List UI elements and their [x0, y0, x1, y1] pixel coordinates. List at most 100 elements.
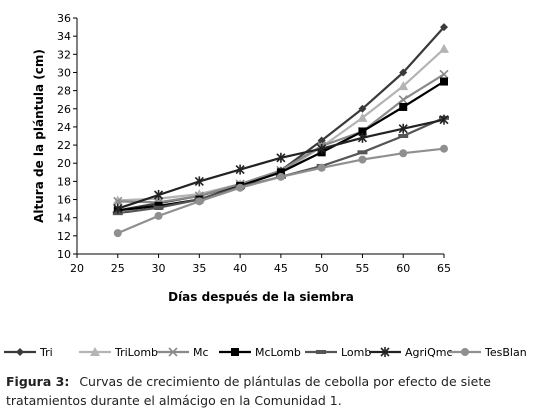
y-tick-label: 20	[57, 157, 71, 170]
legend-marker	[380, 347, 390, 357]
y-tick-label: 28	[57, 85, 71, 98]
data-point	[440, 77, 448, 86]
series-line	[117, 116, 445, 215]
x-tick-label: 20	[70, 262, 84, 275]
legend-label: TesBlan	[484, 346, 527, 359]
data-point	[113, 203, 123, 214]
data-point	[113, 229, 122, 238]
data-point	[398, 123, 408, 134]
caption-text: Curvas de crecimiento de plántulas de ce…	[6, 374, 491, 408]
legend-label: Lomb	[341, 346, 371, 359]
y-tick-label: 12	[57, 230, 71, 243]
legend-item: TesBlan	[449, 346, 527, 359]
y-tick-label: 18	[57, 175, 71, 188]
figure-caption: Figura 3: Curvas de crecimiento de plántu…	[6, 372, 551, 410]
data-point	[154, 211, 163, 220]
y-axis-title: Altura de la plántula (cm)	[32, 49, 46, 223]
data-point	[358, 104, 367, 113]
data-point	[358, 155, 367, 164]
data-point	[276, 168, 285, 177]
y-tick-label: 32	[57, 48, 71, 61]
data-point	[398, 81, 409, 91]
series-agriqmc	[113, 114, 449, 214]
data-point	[317, 143, 327, 154]
legend-marker	[231, 348, 239, 356]
x-tick-label: 30	[152, 262, 166, 275]
x-axis-title: Días después de la siembra	[168, 290, 354, 304]
y-tick-label: 16	[57, 194, 71, 207]
y-tick-label: 34	[57, 30, 71, 43]
legend-label: TriLomb	[114, 346, 158, 359]
data-point	[398, 95, 408, 105]
data-point	[153, 190, 164, 200]
data-point	[276, 172, 285, 181]
marker-stroke	[398, 95, 408, 105]
legend-marker	[168, 347, 178, 357]
legend-marker	[16, 348, 24, 356]
legend-marker	[461, 348, 469, 356]
series-tesblan	[113, 144, 448, 238]
data-point	[399, 102, 408, 111]
legend-item: TriLomb	[79, 346, 158, 359]
data-point	[357, 112, 368, 122]
x-tick-label: 45	[274, 262, 288, 275]
data-point	[235, 164, 245, 175]
legend-marker	[316, 350, 326, 354]
y-tick-label: 24	[57, 121, 71, 134]
data-point	[317, 163, 326, 172]
y-tick-label: 30	[57, 66, 71, 79]
caption-label: Figura 3:	[6, 374, 70, 389]
legend-item: Mc	[157, 346, 209, 359]
data-point	[357, 150, 368, 155]
legend-label: Mc	[193, 346, 209, 359]
data-point	[399, 68, 408, 77]
legend-item: McLomb	[219, 346, 301, 359]
marker-stroke	[113, 196, 123, 206]
y-tick-label: 14	[57, 212, 71, 225]
legend: Tri TriLomb Mc McLomb Lomb AgriQmc TesBlan	[4, 346, 527, 359]
x-tick-label: 25	[111, 262, 125, 275]
x-tick-label: 50	[315, 262, 329, 275]
legend-item: Tri	[4, 346, 53, 359]
data-point	[399, 149, 408, 158]
legend-marker	[90, 347, 100, 356]
chart: 10 12 14 16 18 20 22 24 26 28 30 32 34 36 20 25 30 35 40 45…	[4, 12, 527, 359]
data-point	[439, 114, 449, 125]
data-point	[440, 23, 448, 32]
data-point	[236, 183, 245, 192]
marker-stroke	[168, 347, 178, 357]
y-tick-label: 26	[57, 103, 71, 116]
legend-item: Lomb	[305, 346, 371, 359]
x-tick-label: 55	[355, 262, 369, 275]
series-line	[117, 26, 445, 212]
x-tick-label: 35	[192, 262, 206, 275]
series-line	[117, 80, 445, 212]
data-point	[317, 136, 326, 145]
series-tri	[113, 23, 448, 215]
legend-label: McLomb	[255, 346, 301, 359]
legend-label: Tri	[39, 346, 53, 359]
data-point	[153, 205, 164, 210]
series-layer	[112, 23, 449, 238]
y-tick-label: 10	[57, 248, 71, 261]
data-point	[276, 152, 286, 163]
x-tick-label: 60	[396, 262, 410, 275]
data-point	[113, 196, 123, 206]
legend-item: AgriQmc	[369, 346, 453, 359]
data-point	[440, 144, 448, 153]
plot-axes: 10 12 14 16 18 20 22 24 26 28 30 32 34 36 20 25 30 35 40 45…	[57, 12, 451, 275]
x-tick-label: 65	[437, 262, 451, 275]
data-point	[194, 176, 204, 187]
y-tick-label: 22	[57, 139, 71, 152]
data-point	[439, 69, 449, 79]
x-tick-label: 40	[233, 262, 247, 275]
marker-stroke	[439, 69, 449, 79]
y-tick-label: 36	[57, 12, 71, 25]
series-line	[117, 118, 445, 210]
data-point	[398, 134, 409, 138]
legend-label: AgriQmc	[405, 346, 453, 359]
data-point	[195, 197, 204, 206]
data-point	[357, 132, 368, 143]
data-point	[439, 43, 449, 53]
data-point	[358, 127, 367, 136]
